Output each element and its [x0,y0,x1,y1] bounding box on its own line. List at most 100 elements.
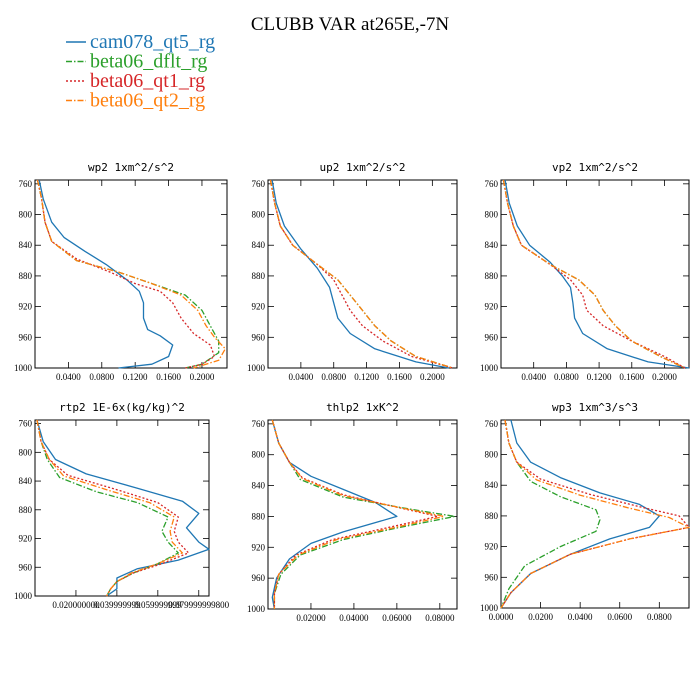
plot-frame [34,419,210,597]
panel-title: vp2 1xm^2/s^2 [552,161,638,174]
x-tick-label: 0.0000 [489,612,514,622]
y-tick-label: 840 [19,476,33,486]
y-tick-label: 880 [19,271,33,281]
panel-2: vp2 1xm^2/s^2 760 800 840 880 920 960 1000 0.040… [480,161,690,382]
y-tick-label: 960 [252,573,266,583]
y-tick-label: 1000 [14,363,33,373]
y-tick-label: 920 [485,542,499,552]
y-tick-label: 800 [485,450,499,460]
y-tick-label: 880 [252,271,266,281]
x-tick-label: 0.2000 [420,372,445,382]
y-tick-label: 1000 [247,604,266,614]
x-tick-label: 0.020000000 [52,600,100,610]
y-tick-label: 920 [252,542,266,552]
panel-title: wp3 1xm^3/s^3 [552,401,638,414]
y-tick-label: 1000 [14,591,33,601]
y-tick-label: 920 [485,302,499,312]
x-tick-label: 0.0800 [554,372,579,382]
panel-title: up2 1xm^2/s^2 [319,161,405,174]
series-line-cam078_qt5_rg [271,419,398,610]
x-tick-label: 0.0800 [321,372,346,382]
x-tick-label: 0.2000 [652,372,677,382]
x-tick-label: 0.1600 [156,372,181,382]
y-tick-label: 880 [485,511,499,521]
series-line-beta06_qt2_rg [36,419,184,597]
series-line-beta06_dflt_rg [269,179,454,369]
x-tick-label: 0.0800 [647,612,672,622]
x-tick-label: 0.079999999800 [168,600,229,610]
y-tick-label: 880 [485,271,499,281]
y-tick-label: 760 [252,179,266,189]
series-line-beta06_qt2_rg [500,419,690,609]
panels: wp2 1xm^2/s^2 760 800 840 880 920 960 1000 0.040… [14,161,690,623]
x-tick-label: 0.0800 [89,372,114,382]
panel-1: up2 1xm^2/s^2 760 800 840 880 920 960 1000 0.040… [247,161,458,382]
x-tick-label: 0.1200 [354,372,379,382]
panel-3: rtp2 1E-6x(kg/kg)^2 760 800 840 880 920 960 100… [14,401,230,610]
series-line-beta06_dflt_rg [36,419,179,597]
plot-frame [500,179,690,369]
series-line-beta06_qt1_rg [271,419,439,609]
legend: cam078_qt5_rgbeta06_dflt_rgbeta06_qt1_rg… [66,31,215,112]
series-line-beta06_dflt_rg [502,179,686,369]
y-tick-label: 960 [19,332,33,342]
y-tick-label: 800 [19,447,33,457]
y-tick-label: 840 [485,480,499,490]
legend-label: beta06_qt1_rg [90,70,205,92]
plot-frame [267,179,458,369]
series-line-beta06_dflt_rg [500,419,601,609]
y-tick-label: 760 [485,179,499,189]
y-tick-label: 840 [19,240,33,250]
x-tick-label: 0.1200 [123,372,148,382]
x-tick-label: 0.0400 [521,372,546,382]
x-tick-label: 0.0200 [528,612,553,622]
x-tick-label: 0.04000 [339,613,369,623]
y-tick-label: 960 [485,332,499,342]
y-tick-label: 960 [485,572,499,582]
series-line-beta06_qt1_rg [269,179,454,369]
legend-label: cam078_qt5_rg [90,31,215,53]
y-tick-label: 920 [19,302,33,312]
x-tick-label: 0.0400 [568,612,593,622]
panel-4: thlp2 1xK^2 760 800 840 880 920 960 1000 0.02000… [247,401,458,623]
y-tick-label: 1000 [247,363,266,373]
series-line-beta06_qt1_rg [500,419,690,609]
x-tick-label: 0.039999999 [93,600,141,610]
y-tick-label: 800 [19,210,33,220]
series-line-beta06_qt2_rg [502,179,686,369]
x-tick-label: 0.1200 [587,372,612,382]
series-line-cam078_qt5_rg [36,419,210,597]
y-tick-label: 1000 [480,603,499,613]
y-tick-label: 880 [19,505,33,515]
y-tick-label: 760 [485,419,499,429]
x-tick-label: 0.0600 [607,612,632,622]
series-line-cam078_qt5_rg [38,179,174,369]
x-tick-label: 0.02000 [296,613,326,623]
plot-frame [34,179,228,369]
x-tick-label: 0.0400 [56,372,81,382]
series-line-beta06_qt2_rg [271,419,445,609]
series-line-cam078_qt5_rg [271,179,449,369]
y-tick-label: 760 [252,419,266,429]
y-tick-label: 960 [19,562,33,572]
panel-title: rtp2 1E-6x(kg/kg)^2 [59,401,185,414]
x-tick-label: 0.1600 [387,372,412,382]
legend-label: beta06_dflt_rg [90,51,207,73]
x-tick-label: 0.1600 [619,372,644,382]
y-tick-label: 920 [19,534,33,544]
series-line-beta06_qt1_rg [36,179,216,369]
panel-5: wp3 1xm^3/s^3 760 800 840 880 920 960 10000.000… [480,401,690,622]
y-tick-label: 760 [19,419,33,429]
series-line-beta06_qt1_rg [502,179,686,369]
y-tick-label: 800 [252,210,266,220]
legend-label: beta06_qt2_rg [90,90,205,112]
figure-title: CLUBB VAR at265E,-7N [251,14,450,35]
plot-frame [267,419,458,610]
series-line-beta06_qt1_rg [36,419,190,597]
series-line-cam078_qt5_rg [504,179,690,369]
x-tick-label: 0.08000 [425,613,455,623]
y-tick-label: 800 [252,450,266,460]
panel-title: thlp2 1xK^2 [326,401,399,414]
y-tick-label: 800 [485,210,499,220]
panel-title: wp2 1xm^2/s^2 [88,161,174,174]
